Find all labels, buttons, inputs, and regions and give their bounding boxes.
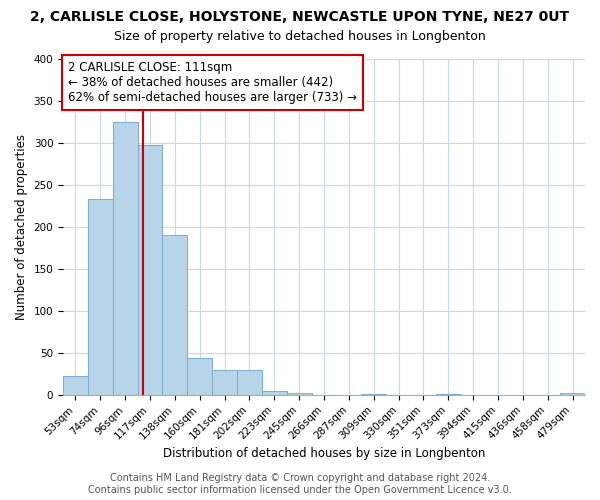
Bar	[63, 376, 88, 395]
Text: 2 CARLISLE CLOSE: 111sqm
← 38% of detached houses are smaller (442)
62% of semi-: 2 CARLISLE CLOSE: 111sqm ← 38% of detach…	[68, 60, 357, 104]
Bar	[262, 390, 287, 395]
Bar	[88, 199, 113, 395]
Bar	[137, 146, 163, 395]
Bar	[237, 370, 262, 395]
X-axis label: Distribution of detached houses by size in Longbenton: Distribution of detached houses by size …	[163, 447, 485, 460]
Bar	[560, 393, 585, 395]
Text: 2, CARLISLE CLOSE, HOLYSTONE, NEWCASTLE UPON TYNE, NE27 0UT: 2, CARLISLE CLOSE, HOLYSTONE, NEWCASTLE …	[31, 10, 569, 24]
Bar	[187, 358, 212, 395]
Text: Contains HM Land Registry data © Crown copyright and database right 2024.
Contai: Contains HM Land Registry data © Crown c…	[88, 474, 512, 495]
Bar	[212, 370, 237, 395]
Y-axis label: Number of detached properties: Number of detached properties	[15, 134, 28, 320]
Bar	[163, 236, 187, 395]
Bar	[113, 122, 137, 395]
Bar	[287, 393, 311, 395]
Bar	[436, 394, 461, 395]
Bar	[361, 394, 386, 395]
Text: Size of property relative to detached houses in Longbenton: Size of property relative to detached ho…	[114, 30, 486, 43]
